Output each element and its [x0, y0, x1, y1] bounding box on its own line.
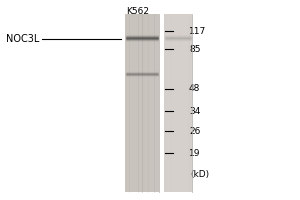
- Text: 85: 85: [189, 45, 200, 53]
- Text: 34: 34: [189, 106, 200, 116]
- Text: K562: K562: [127, 7, 149, 16]
- Bar: [124, 14, 159, 192]
- Text: NOC3L: NOC3L: [6, 34, 39, 44]
- Text: 19: 19: [189, 148, 200, 158]
- Text: 117: 117: [189, 26, 206, 36]
- Bar: [164, 14, 192, 192]
- Text: 26: 26: [189, 127, 200, 136]
- Text: (kD): (kD): [190, 170, 210, 178]
- Text: 48: 48: [189, 84, 200, 93]
